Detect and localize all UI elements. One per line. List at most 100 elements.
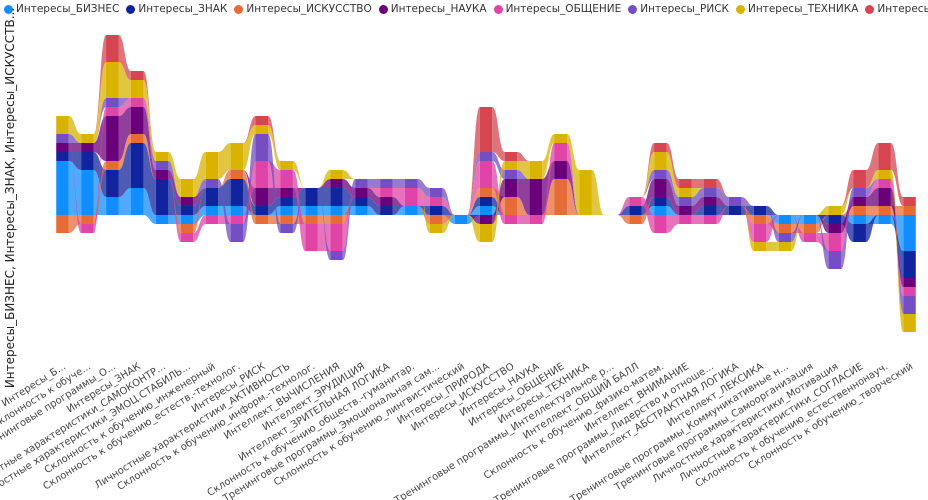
ribbon [492,161,505,242]
ribbon [268,116,281,161]
column-segment [106,170,119,197]
legend-item[interactable]: Интересы_НАУКА [378,3,487,15]
ribbon [193,188,206,233]
ribbon [367,179,381,188]
column-segment [479,197,493,206]
column-segment [778,233,792,242]
ribbon [741,197,754,206]
column-segment [654,143,667,152]
ribbon [641,143,655,197]
column-segment [803,233,817,242]
column-segment [81,143,94,152]
column-segment [828,215,842,224]
column-segment [554,179,567,215]
columns [56,35,916,332]
legend-item[interactable]: Интересы_ЗНАК [126,3,227,15]
column-segment [81,224,94,233]
ribbon [317,188,331,206]
ribbon [641,179,655,206]
column-segment [878,143,891,170]
column-segment [753,224,767,242]
column-segment [803,224,817,233]
ribbon [292,161,306,188]
column-segment [355,188,368,197]
column-segment [853,188,866,197]
ribbon [143,80,156,161]
column-segment [504,152,518,161]
ribbon [716,206,729,224]
ribbon [816,215,829,233]
column-segment [828,206,842,215]
ribbon [691,179,704,188]
column-segment [380,179,393,188]
column-segment [479,206,493,215]
column-segment [130,143,144,188]
ribbon [691,188,704,206]
legend-marker [736,4,746,14]
column-segment [230,206,244,215]
ribbon [292,188,306,233]
legend-item[interactable]: Интересы_РИСК [628,3,729,15]
column-segment [479,152,493,161]
column-segment [405,179,418,188]
column-segment [230,143,244,170]
legend-item[interactable]: Интересы_ПРИРОДА [865,3,928,15]
legend-item[interactable]: Интересы_ИСКУССТВО [234,3,372,15]
column-segment [679,206,692,215]
legend-label: Интересы_РИСК [640,3,730,15]
ribbon [492,107,505,161]
column-segment [106,197,119,215]
ribbon [691,215,704,224]
legend-label: Интересы_ОБЩЕНИЕ [505,3,622,15]
ribbon [168,179,181,215]
ribbon [317,188,331,260]
legend-item[interactable]: Интересы_ТЕХНИКА [736,3,858,15]
ribbon [118,107,131,161]
column-segment [704,206,717,215]
ribbon [741,197,754,251]
ribbon [317,170,331,188]
column-segment [180,215,194,224]
column-segment [280,197,293,206]
ribbon [143,71,156,152]
ribbon [193,206,206,224]
ribbon [243,125,256,170]
column-segment [280,161,293,170]
y-axis-label: Интересы_БИЗНЕС, Интересы_ЗНАК, Интересы… [3,8,17,388]
column-segment [155,161,169,170]
column-segment [629,215,642,224]
column-segment [205,179,219,188]
ribbon [218,170,231,188]
column-segment [878,188,891,206]
ribbon [367,197,381,215]
column-segment [81,134,94,143]
ribbon [865,206,879,215]
column-segment [679,179,692,188]
ribbon [268,197,281,215]
column-segment [130,134,144,143]
ribbon [193,188,206,206]
column-segment [679,188,692,197]
column-segment [853,215,866,224]
ribbon [118,188,131,215]
ribbon [865,188,879,206]
column-segment [130,107,144,134]
ribbon [68,116,82,143]
column-segment [230,179,244,206]
column-segment [903,287,916,296]
legend-item[interactable]: Интересы_ОБЩЕНИЕ [493,3,622,15]
column-segment [554,161,567,179]
ribbon [342,170,356,179]
legend-marker [126,4,136,14]
legend-item[interactable]: Интересы_БИЗНЕС [4,3,119,15]
column-segment [155,215,169,224]
column-segment [679,215,692,224]
column-segment [56,215,69,233]
column-segment [255,206,268,215]
column-segment [429,197,443,206]
ribbon [118,98,131,116]
legend-marker [378,4,388,14]
ribbon [118,143,131,197]
column-segment [130,98,144,107]
column-segment [56,152,69,161]
